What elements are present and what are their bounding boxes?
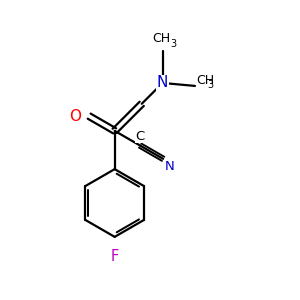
Text: O: O <box>69 109 81 124</box>
Text: CH: CH <box>152 32 170 45</box>
Text: F: F <box>110 249 119 264</box>
Text: N: N <box>157 76 168 91</box>
Text: 3: 3 <box>207 80 213 90</box>
Text: 3: 3 <box>171 39 177 49</box>
Text: C: C <box>136 130 145 142</box>
Text: N: N <box>165 160 174 173</box>
Text: CH: CH <box>196 74 214 87</box>
